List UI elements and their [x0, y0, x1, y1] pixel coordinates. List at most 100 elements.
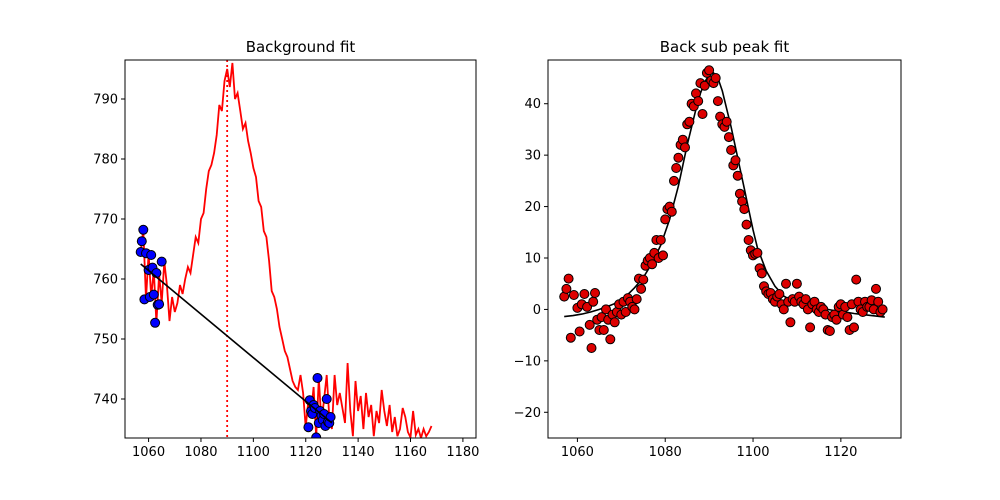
data-point [590, 288, 600, 298]
data-point [785, 317, 796, 328]
data-point [563, 273, 574, 284]
data-point [586, 343, 597, 353]
data-point [871, 283, 881, 294]
y-tick-label: 780 [93, 153, 118, 168]
x-tick-label: 1140 [342, 445, 375, 460]
data-point [877, 304, 888, 315]
y-tick-label: 760 [93, 273, 118, 288]
data-point [666, 206, 677, 217]
data-point [671, 163, 682, 173]
axes-frame [124, 59, 477, 439]
data-point [824, 326, 835, 336]
data-point [579, 289, 590, 299]
data-point [638, 274, 649, 285]
data-point [680, 142, 690, 153]
y-tick-label: 770 [93, 213, 118, 228]
panel-title: Back sub peak fit [660, 38, 790, 56]
y-tick-label: 0 [533, 303, 541, 318]
data-point [756, 268, 767, 279]
x-tick-label: 1120 [824, 445, 857, 460]
background-point [156, 256, 167, 267]
data-point [778, 304, 789, 315]
data-point [704, 65, 715, 76]
y-tick-label: −20 [514, 406, 541, 421]
data-point [673, 152, 684, 163]
fit-line [140, 263, 333, 424]
x-tick-label: 1080 [184, 445, 217, 460]
axes-frame [547, 59, 902, 439]
data-point [849, 322, 859, 333]
data-point [739, 204, 750, 215]
axis-ticks: 1060 1080 1100 1120 1140 1160 1180 740 750 760 770… [93, 93, 479, 461]
data-point [574, 326, 585, 337]
y-tick-label: 20 [524, 200, 541, 215]
data-point [565, 332, 576, 343]
axis-ticks: 1060 1080 1100 1120 −20 −10 0 10 20 30 40 [514, 97, 858, 460]
data-point [741, 219, 752, 230]
x-tick-label: 1100 [237, 445, 270, 460]
data-point [620, 307, 631, 317]
x-tick-label: 1160 [394, 445, 427, 460]
data-point [805, 322, 816, 333]
x-tick-label: 1180 [446, 445, 479, 460]
data-point [873, 296, 884, 307]
background-point [148, 289, 159, 300]
background-fit-panel: Background fit 1060 1080 1100 1120 1140 1160 1… [93, 38, 479, 460]
background-point [312, 373, 323, 383]
data-point [842, 312, 853, 323]
y-tick-label: 30 [524, 149, 541, 164]
data-point [752, 247, 763, 258]
data-point [710, 73, 721, 83]
data-point [721, 116, 732, 127]
data-point [609, 317, 620, 328]
data-point [774, 289, 785, 299]
x-tick-label: 1080 [649, 445, 682, 460]
background-point [311, 432, 322, 438]
data-point [730, 155, 741, 166]
y-tick-label: 790 [93, 93, 118, 108]
data-point [697, 109, 708, 119]
data-point [726, 145, 737, 155]
data-point [584, 319, 595, 330]
plot-area [135, 60, 433, 438]
data-point [655, 235, 666, 245]
x-tick-label: 1120 [289, 445, 322, 460]
x-tick-label: 1100 [736, 445, 769, 460]
raw-data-line [139, 62, 433, 438]
data-point [743, 235, 754, 245]
data-point [660, 214, 671, 225]
y-tick-label: 40 [524, 97, 541, 112]
data-point [831, 314, 842, 325]
background-point [146, 250, 157, 260]
data-point [693, 96, 704, 107]
background-point [154, 299, 165, 310]
data-point [631, 294, 642, 305]
y-tick-label: 740 [93, 393, 118, 408]
data-point [636, 283, 647, 294]
data-point [851, 274, 862, 285]
data-point [800, 294, 811, 305]
data-point [658, 250, 668, 261]
background-point [150, 317, 161, 328]
data-point [629, 304, 640, 315]
data-point [605, 334, 616, 345]
data-point [568, 290, 579, 300]
plot-area [559, 65, 888, 353]
data-point [647, 259, 658, 270]
data-point [723, 132, 734, 143]
background-point [321, 394, 332, 404]
data-point [699, 80, 710, 91]
data-point [791, 278, 802, 289]
x-tick-label: 1060 [561, 445, 594, 460]
background-point [303, 422, 314, 433]
background-point [138, 224, 149, 235]
data-point [588, 296, 599, 307]
data-point [684, 116, 695, 127]
background-point [136, 236, 147, 247]
x-tick-label: 1060 [132, 445, 165, 460]
panel-title: Background fit [246, 38, 356, 56]
data-point [669, 175, 679, 186]
data-point [732, 170, 743, 181]
